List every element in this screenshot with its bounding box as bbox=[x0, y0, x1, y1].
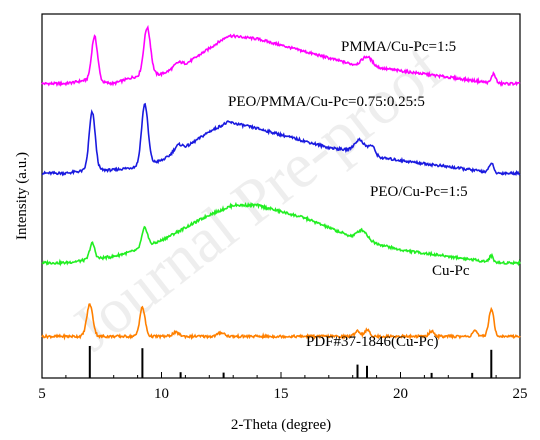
y-axis-title: Intensity (a.u.) bbox=[14, 152, 30, 240]
series-label-cupc: Cu-Pc bbox=[432, 263, 470, 279]
x-tick-label: 10 bbox=[154, 386, 169, 402]
x-axis-ticks: 5 10 15 20 25 bbox=[38, 372, 528, 402]
series-line-2 bbox=[41, 201, 521, 267]
series-group bbox=[41, 24, 521, 341]
x-tick-label: 15 bbox=[274, 386, 289, 402]
reference-pattern bbox=[88, 346, 493, 378]
series-line-1 bbox=[41, 102, 521, 177]
series-line-0 bbox=[41, 24, 521, 88]
series-label-peo: PEO/Cu-Pc=1:5 bbox=[370, 184, 468, 200]
series-line-3 bbox=[41, 303, 521, 341]
x-tick-label: 25 bbox=[513, 386, 528, 402]
x-tick-label: 5 bbox=[38, 386, 46, 402]
x-axis-title: 2-Theta (degree) bbox=[231, 417, 331, 433]
series-label-peo-pmma: PEO/PMMA/Cu-Pc=0.75:0.25:5 bbox=[228, 94, 425, 110]
series-label-pmma: PMMA/Cu-Pc=1:5 bbox=[341, 39, 456, 55]
x-tick-label: 20 bbox=[393, 386, 408, 402]
reference-label: PDF#37-1846(Cu-Pc) bbox=[306, 334, 439, 350]
